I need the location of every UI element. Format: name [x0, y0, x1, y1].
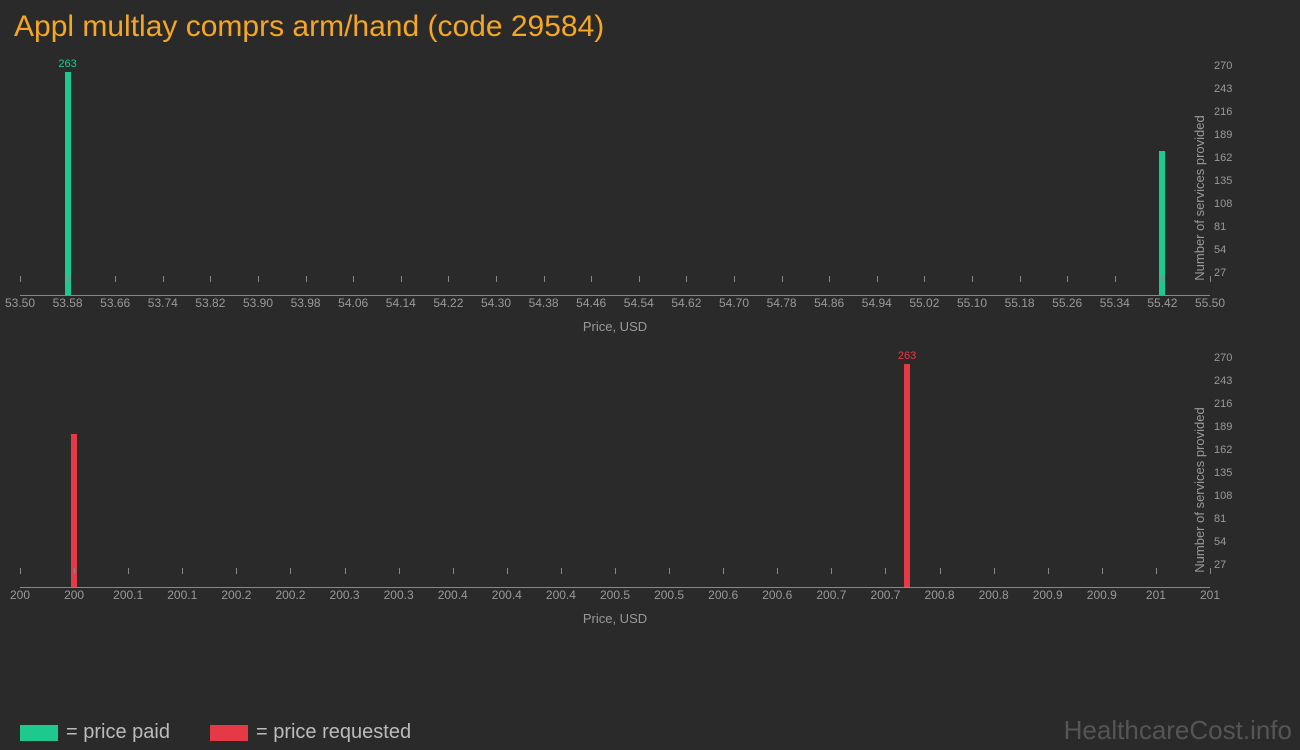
bar: 263	[65, 72, 71, 295]
y-tick: 243	[1214, 83, 1232, 95]
x-tick: 54.14	[386, 296, 416, 310]
legend-swatch	[20, 725, 58, 741]
bar	[1159, 151, 1165, 295]
y-tick: 270	[1214, 352, 1232, 364]
x-tick: 55.10	[957, 296, 987, 310]
x-tick: 200.2	[221, 588, 251, 602]
bar: 263	[904, 364, 910, 587]
x-tick: 55.34	[1100, 296, 1130, 310]
y-tick: 216	[1214, 106, 1232, 118]
x-tick: 200.7	[816, 588, 846, 602]
y-axis-label: Number of services provided	[1192, 115, 1207, 280]
x-tick: 53.82	[195, 296, 225, 310]
y-tick: 108	[1214, 490, 1232, 502]
x-tick: 53.90	[243, 296, 273, 310]
x-tick: 200.4	[546, 588, 576, 602]
chart-price-paid: 263 53.5053.5853.6653.7453.8253.9053.985…	[20, 66, 1240, 336]
x-tick: 200.5	[654, 588, 684, 602]
plot-area: 263	[20, 66, 1210, 296]
legend-item: = price requested	[210, 721, 411, 744]
x-tick: 200.1	[113, 588, 143, 602]
legend-label: = price paid	[66, 721, 170, 744]
y-axis-ticks: 275481108135162189216243270	[1210, 66, 1240, 296]
x-tick: 200	[64, 588, 84, 602]
x-axis-label: Price, USD	[20, 319, 1210, 334]
y-tick: 189	[1214, 129, 1232, 141]
x-tick: 55.18	[1005, 296, 1035, 310]
chart-container: 263 53.5053.5853.6653.7453.8253.9053.985…	[20, 66, 1240, 628]
plot-area: 263	[20, 358, 1210, 588]
x-tick: 200.7	[870, 588, 900, 602]
bar-value-label: 263	[58, 58, 76, 72]
x-tick: 54.62	[671, 296, 701, 310]
y-tick: 54	[1214, 244, 1226, 256]
x-tick: 200.9	[1087, 588, 1117, 602]
x-axis-ticks: 53.5053.5853.6653.7453.8253.9053.9854.06…	[20, 296, 1210, 316]
x-tick: 55.42	[1147, 296, 1177, 310]
chart-title: Appl multlay comprs arm/hand (code 29584…	[0, 0, 1300, 44]
x-tick: 201	[1146, 588, 1166, 602]
y-tick: 27	[1214, 559, 1226, 571]
x-tick: 200.2	[275, 588, 305, 602]
x-tick: 53.66	[100, 296, 130, 310]
y-tick: 270	[1214, 60, 1232, 72]
legend-item: = price paid	[20, 721, 170, 744]
y-tick: 135	[1214, 467, 1232, 479]
y-tick: 135	[1214, 175, 1232, 187]
y-tick: 108	[1214, 198, 1232, 210]
x-tick: 200.5	[600, 588, 630, 602]
x-tick: 54.54	[624, 296, 654, 310]
x-tick: 200.6	[708, 588, 738, 602]
y-tick: 216	[1214, 398, 1232, 410]
y-tick: 243	[1214, 375, 1232, 387]
x-tick: 200.3	[330, 588, 360, 602]
x-tick: 54.94	[862, 296, 892, 310]
x-tick: 54.70	[719, 296, 749, 310]
x-tick: 200.8	[979, 588, 1009, 602]
x-tick: 200.9	[1033, 588, 1063, 602]
x-tick: 54.30	[481, 296, 511, 310]
x-tick: 200.6	[762, 588, 792, 602]
x-tick: 200.3	[384, 588, 414, 602]
x-tick: 54.22	[433, 296, 463, 310]
x-tick: 200.1	[167, 588, 197, 602]
x-tick: 53.58	[53, 296, 83, 310]
y-tick: 189	[1214, 421, 1232, 433]
y-tick: 81	[1214, 513, 1226, 525]
x-tick: 54.38	[529, 296, 559, 310]
x-tick: 53.50	[5, 296, 35, 310]
chart-price-requested: 263 200200200.1200.1200.2200.2200.3200.3…	[20, 358, 1240, 628]
x-tick: 55.02	[909, 296, 939, 310]
x-tick: 54.46	[576, 296, 606, 310]
x-tick: 54.78	[767, 296, 797, 310]
y-tick: 81	[1214, 221, 1226, 233]
x-tick: 200.8	[925, 588, 955, 602]
x-axis-ticks: 200200200.1200.1200.2200.2200.3200.3200.…	[20, 588, 1210, 608]
y-tick: 162	[1214, 152, 1232, 164]
x-tick: 200	[10, 588, 30, 602]
x-tick: 201	[1200, 588, 1220, 602]
y-axis-ticks: 275481108135162189216243270	[1210, 358, 1240, 588]
x-axis-label: Price, USD	[20, 611, 1210, 626]
legend-label: = price requested	[256, 721, 411, 744]
bar	[71, 434, 77, 587]
y-axis-label: Number of services provided	[1192, 407, 1207, 572]
y-tick: 27	[1214, 267, 1226, 279]
watermark: HealthcareCost.info	[1064, 715, 1292, 746]
x-tick: 54.86	[814, 296, 844, 310]
x-tick: 53.98	[291, 296, 321, 310]
x-tick: 54.06	[338, 296, 368, 310]
x-tick: 55.50	[1195, 296, 1225, 310]
x-tick: 200.4	[492, 588, 522, 602]
x-tick: 55.26	[1052, 296, 1082, 310]
y-tick: 54	[1214, 536, 1226, 548]
x-tick: 200.4	[438, 588, 468, 602]
bar-value-label: 263	[898, 350, 916, 364]
legend: = price paid = price requested	[20, 721, 411, 744]
x-tick: 53.74	[148, 296, 178, 310]
y-tick: 162	[1214, 444, 1232, 456]
legend-swatch	[210, 725, 248, 741]
